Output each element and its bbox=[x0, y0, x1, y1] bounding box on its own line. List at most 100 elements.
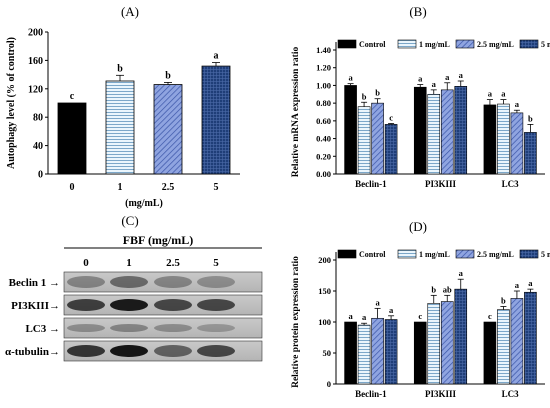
y-tick-label-a: 40 bbox=[33, 141, 43, 152]
legend-label: 1 mg/mL bbox=[419, 40, 450, 49]
panel-label-c: (C) bbox=[121, 213, 138, 228]
blot-lane-label: 2.5 bbox=[166, 257, 180, 269]
y-tick-label: 0.40 bbox=[316, 134, 331, 144]
bar bbox=[510, 112, 524, 175]
bar bbox=[524, 291, 537, 385]
sig-letter: b bbox=[375, 88, 380, 98]
bar bbox=[510, 298, 524, 385]
sig-letter: a bbox=[348, 311, 353, 321]
bar bbox=[384, 319, 398, 385]
x-tick-label: Beclin-1 bbox=[355, 389, 387, 399]
bar bbox=[440, 301, 454, 385]
sig-letter: b bbox=[528, 113, 533, 123]
western-blot: FBF (mg/mL) 0 1 2.5 5 Beclin 1 → PI3KIII→ LC3 … bbox=[5, 233, 263, 362]
sig-letter-a: b bbox=[165, 70, 171, 81]
blot-lane-label: 0 bbox=[83, 257, 89, 269]
blot-row-label: LC3 → bbox=[25, 323, 60, 335]
y-tick-label: 150 bbox=[318, 286, 331, 296]
legend-swatch bbox=[397, 249, 417, 259]
y-tick-label: 1.00 bbox=[316, 80, 331, 90]
bar bbox=[344, 321, 357, 385]
y-tick-label-a: 0 bbox=[38, 170, 43, 181]
y-tick-label: 0.60 bbox=[316, 116, 331, 126]
legend-swatch bbox=[455, 39, 475, 49]
y-tick-label: 1.40 bbox=[316, 45, 331, 55]
sig-letter: a bbox=[432, 79, 437, 89]
x-tick-label: Beclin-1 bbox=[355, 179, 387, 189]
blot-title: FBF (mg/mL) bbox=[123, 233, 194, 247]
x-tick-label-a: 5 bbox=[214, 182, 219, 193]
bar bbox=[427, 303, 441, 385]
sig-letter-a: b bbox=[117, 63, 123, 74]
x-axis-label-a: (mg/mL) bbox=[125, 198, 163, 209]
blot-band bbox=[197, 276, 235, 288]
chart-b: 0.00 0.20 0.40 0.60 0.80 1.00 1.20 1.40 Relative… bbox=[291, 39, 550, 189]
blot-band bbox=[110, 324, 148, 332]
blot-row-label: PI3KIII→ bbox=[11, 300, 60, 312]
bar bbox=[371, 102, 384, 175]
sig-letter: a bbox=[501, 89, 506, 99]
legend-swatch bbox=[397, 39, 417, 49]
x-tick-label-a: 1 bbox=[118, 182, 123, 193]
panel-label-a: (A) bbox=[121, 4, 139, 19]
blot-lane-label: 1 bbox=[126, 257, 132, 269]
blot-band bbox=[154, 276, 192, 288]
blot-band bbox=[154, 299, 192, 311]
y-tick-label: 100 bbox=[318, 317, 331, 327]
sig-letter: a bbox=[488, 89, 493, 99]
bar-a bbox=[57, 102, 87, 175]
sig-letter: b bbox=[501, 296, 506, 306]
legend-swatch bbox=[337, 39, 357, 49]
sig-letter-a: c bbox=[70, 91, 75, 102]
sig-letter: b bbox=[362, 91, 367, 101]
y-tick-label: 1.20 bbox=[316, 63, 331, 73]
bar bbox=[440, 89, 454, 175]
y-tick-label: 50 bbox=[323, 348, 332, 358]
bar-a bbox=[105, 80, 135, 175]
blot-band bbox=[197, 299, 235, 311]
legend-label: Control bbox=[359, 40, 386, 49]
bar bbox=[454, 288, 468, 385]
legend-swatch bbox=[337, 249, 357, 259]
sig-letter: a bbox=[515, 280, 520, 290]
sig-letter: a bbox=[445, 72, 450, 82]
sig-letter: a bbox=[459, 70, 464, 80]
blot-strip bbox=[63, 317, 263, 339]
blot-row-label: Beclin 1 → bbox=[9, 277, 60, 289]
x-tick-label-a: 0 bbox=[70, 182, 75, 193]
y-tick-label: 0.80 bbox=[316, 98, 331, 108]
legend-label: 5 mg/mL bbox=[541, 250, 550, 259]
legend-swatch bbox=[519, 39, 539, 49]
y-axis-label-a: Autophagy level (% of control) bbox=[6, 37, 17, 169]
y-tick-label: 200 bbox=[318, 255, 331, 265]
legend-label: 2.5 mg/mL bbox=[477, 40, 514, 49]
blot-band bbox=[110, 276, 148, 288]
y-axis-label: Relative protein expression ratio bbox=[291, 256, 301, 388]
sig-letter: c bbox=[418, 311, 422, 321]
sig-letter: a bbox=[389, 305, 394, 315]
blot-band bbox=[67, 324, 105, 332]
sig-letter: b bbox=[431, 284, 436, 294]
blot-row-label: α-tubulin→ bbox=[5, 346, 60, 358]
blot-band bbox=[197, 345, 235, 357]
bar-a bbox=[201, 65, 231, 175]
legend-label: Control bbox=[359, 250, 386, 259]
bar-a bbox=[153, 84, 183, 175]
y-tick-label: 0 bbox=[327, 379, 331, 389]
blot-band bbox=[154, 324, 192, 332]
x-tick-label: LC3 bbox=[502, 179, 520, 189]
bar bbox=[384, 124, 398, 175]
bar bbox=[454, 86, 468, 175]
blot-band bbox=[67, 299, 105, 311]
blot-band bbox=[110, 345, 148, 357]
chart-a: 0 40 80 120 160 200 Autophagy level (% of cont… bbox=[6, 28, 240, 209]
y-tick-label-a: 80 bbox=[33, 113, 43, 124]
y-tick-label-a: 160 bbox=[28, 56, 43, 67]
sig-letter: c bbox=[488, 311, 492, 321]
legend-label: 5 mg/mL bbox=[541, 40, 550, 49]
sig-letter: a bbox=[459, 268, 464, 278]
bar bbox=[483, 321, 497, 385]
legend-swatch bbox=[455, 249, 475, 259]
bar bbox=[344, 85, 357, 175]
